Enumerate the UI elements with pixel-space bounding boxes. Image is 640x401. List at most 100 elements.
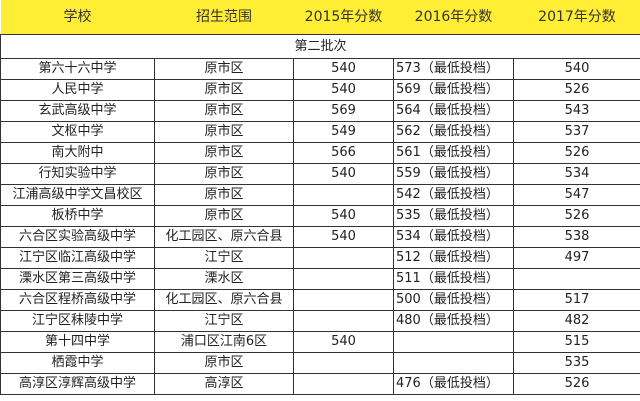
area-cell: 原市区 [154,352,294,374]
score-2016-cell [393,352,514,374]
score-2015-cell [293,352,394,374]
score-2017-cell: 538 [513,226,640,248]
table-row: 行知实验中学 原市区 540 559（最低投档） 534 [0,163,640,185]
school-cell: 江浦高级中学文昌校区 [0,184,155,206]
score-2016-cell: 564（最低投档） [393,100,514,122]
column-header: 2017年分数 [513,0,640,35]
area-cell: 原市区 [154,58,294,80]
score-2017-cell: 526 [513,142,640,164]
school-cell: 人民中学 [0,79,155,101]
score-2017-cell [513,268,640,290]
score-2016-cell: 542（最低投档） [393,184,514,206]
score-2015-cell: 540 [293,331,394,353]
score-2017-cell: 526 [513,373,640,395]
table-row: 六合区程桥高级中学 化工园区、原六合县 500（最低投档） 517 [0,289,640,311]
score-2016-cell: 573（最低投档） [393,58,514,80]
table-row: 六合区实验高级中学 化工园区、原六合县 540 534（最低投档） 538 [0,226,640,248]
score-2015-cell: 549 [293,121,394,143]
score-2016-cell: 511（最低投档） [393,268,514,290]
score-2016-cell: 480（最低投档） [393,310,514,332]
table-row: 第十四中学 浦口区江南6区 540 515 [0,331,640,353]
score-2015-cell: 540 [293,79,394,101]
score-2015-cell: 566 [293,142,394,164]
score-2017-cell: 543 [513,100,640,122]
area-cell: 浦口区江南6区 [154,331,294,353]
score-2016-cell: 500（最低投档） [393,289,514,311]
table-row: 文枢中学 原市区 549 562（最低投档） 537 [0,121,640,143]
column-header: 2015年分数 [293,0,394,35]
school-cell: 江宁区秣陵中学 [0,310,155,332]
area-cell: 化工园区、原六合县 [154,289,294,311]
school-cell: 第六十六中学 [0,58,155,80]
area-cell: 原市区 [154,121,294,143]
score-2017-cell: 537 [513,121,640,143]
score-2017-cell: 526 [513,205,640,227]
score-2016-cell: 476（最低投档） [393,373,514,395]
table-row: 江浦高级中学文昌校区 原市区 542（最低投档） 547 [0,184,640,206]
area-cell: 原市区 [154,163,294,185]
school-cell: 板桥中学 [0,205,155,227]
section-row: 第二批次 [0,34,640,59]
table-row: 溧水区第三高级中学 溧水区 511（最低投档） [0,268,640,290]
school-cell: 溧水区第三高级中学 [0,268,155,290]
score-2015-cell: 540 [293,163,394,185]
school-cell: 第十四中学 [0,331,155,353]
score-2016-cell: 559（最低投档） [393,163,514,185]
table-row: 玄武高级中学 原市区 569 564（最低投档） 543 [0,100,640,122]
school-cell: 高淳区淳辉高级中学 [0,373,155,395]
score-2017-cell: 534 [513,163,640,185]
header-row: 学校 招生范围 2015年分数 2016年分数 2017年分数 [0,0,640,35]
school-cell: 江宁区临江高级中学 [0,247,155,269]
area-cell: 原市区 [154,142,294,164]
table-row: 板桥中学 原市区 540 535（最低投档） 526 [0,205,640,227]
area-cell: 高淳区 [154,373,294,395]
table-row: 栖霞中学 原市区 535 [0,352,640,374]
table-row: 江宁区秣陵中学 江宁区 480（最低投档） 482 [0,310,640,332]
column-header: 学校 [0,0,155,35]
score-2016-cell: 561（最低投档） [393,142,514,164]
area-cell: 原市区 [154,205,294,227]
score-2017-cell: 526 [513,79,640,101]
table-row: 江宁区临江高级中学 江宁区 512（最低投档） 497 [0,247,640,269]
score-2015-cell: 569 [293,100,394,122]
score-2015-cell: 540 [293,58,394,80]
score-2016-cell [393,331,514,353]
score-2015-cell [293,268,394,290]
table-row: 高淳区淳辉高级中学 高淳区 476（最低投档） 526 [0,373,640,395]
score-2015-cell [293,289,394,311]
school-cell: 行知实验中学 [0,163,155,185]
school-cell: 栖霞中学 [0,352,155,374]
table-row: 人民中学 原市区 540 569（最低投档） 526 [0,79,640,101]
school-cell: 玄武高级中学 [0,100,155,122]
score-2017-cell: 547 [513,184,640,206]
score-2016-cell: 569（最低投档） [393,79,514,101]
school-cell: 文枢中学 [0,121,155,143]
area-cell: 原市区 [154,100,294,122]
section-label: 第二批次 [0,34,640,59]
column-header: 2016年分数 [393,0,514,35]
school-cell: 六合区程桥高级中学 [0,289,155,311]
school-cell: 六合区实验高级中学 [0,226,155,248]
score-2017-cell: 517 [513,289,640,311]
score-2016-cell: 562（最低投档） [393,121,514,143]
area-cell: 江宁区 [154,310,294,332]
area-cell: 溧水区 [154,268,294,290]
score-2017-cell: 535 [513,352,640,374]
score-2015-cell [293,310,394,332]
score-2017-cell: 515 [513,331,640,353]
table-row: 南大附中 原市区 566 561（最低投档） 526 [0,142,640,164]
score-2015-cell [293,247,394,269]
score-2015-cell: 540 [293,205,394,227]
score-2015-cell: 540 [293,226,394,248]
score-2016-cell: 535（最低投档） [393,205,514,227]
area-cell: 原市区 [154,79,294,101]
score-2015-cell [293,373,394,395]
column-header: 招生范围 [154,0,294,35]
score-2017-cell: 497 [513,247,640,269]
area-cell: 化工园区、原六合县 [154,226,294,248]
school-cell: 南大附中 [0,142,155,164]
score-2017-cell: 482 [513,310,640,332]
table-row: 第六十六中学 原市区 540 573（最低投档） 540 [0,58,640,80]
score-2016-cell: 512（最低投档） [393,247,514,269]
